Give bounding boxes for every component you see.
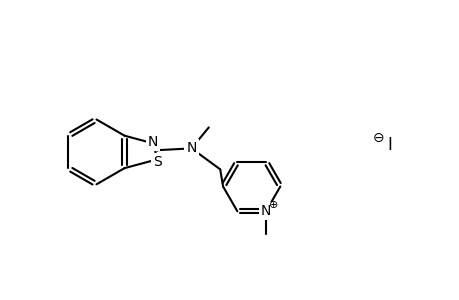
Text: ⊕: ⊕ [269, 200, 278, 210]
Text: S: S [153, 154, 162, 169]
Text: I: I [387, 136, 392, 154]
Text: N: N [147, 135, 158, 149]
Text: ⊖: ⊖ [372, 130, 384, 145]
Text: N: N [186, 141, 196, 155]
Text: N: N [260, 204, 271, 218]
